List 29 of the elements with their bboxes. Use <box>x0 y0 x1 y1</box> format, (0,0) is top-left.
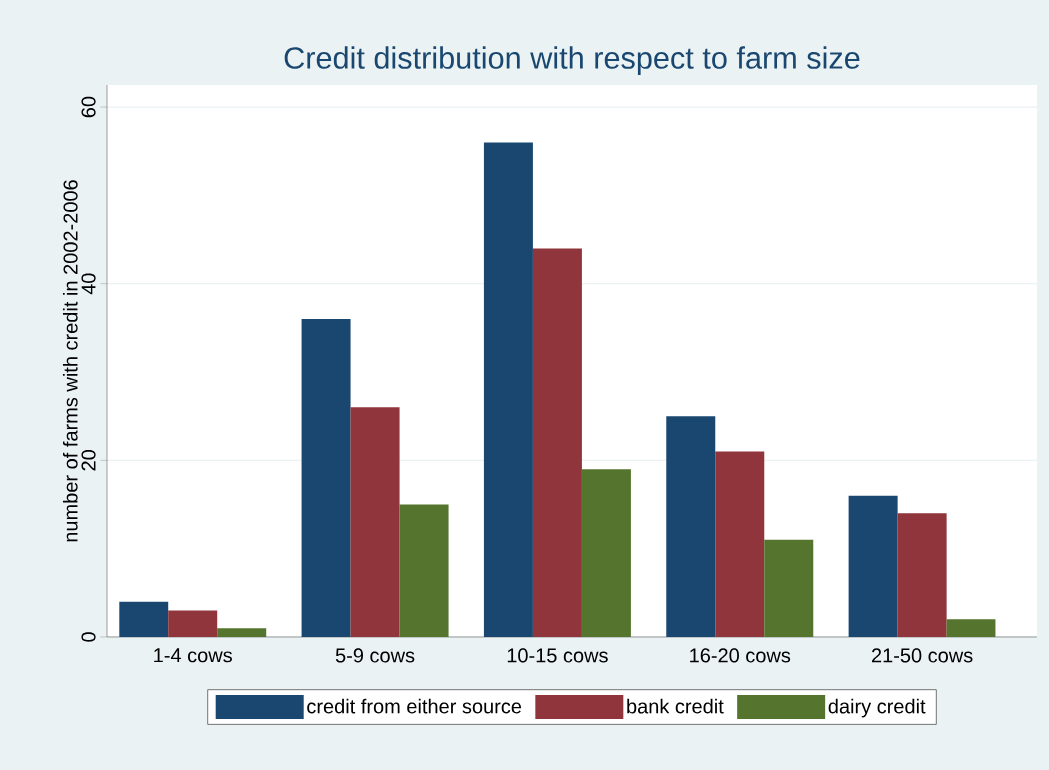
x-tick-label: 16-20 cows <box>690 648 791 663</box>
bar <box>666 416 716 637</box>
bar <box>483 142 533 637</box>
y-tick-label: 20 <box>81 450 96 471</box>
bar <box>581 469 631 637</box>
bar <box>897 513 947 637</box>
x-tick-label: 21-50 cows <box>871 648 973 663</box>
bar <box>715 451 765 637</box>
bar <box>350 407 400 637</box>
x-tick-label: 5-9 cows <box>335 648 415 663</box>
y-tick-label: 40 <box>81 273 96 295</box>
bar <box>301 319 351 637</box>
legend-label: credit from either source <box>307 698 522 714</box>
bar <box>217 628 267 637</box>
x-tick-label: 10-15 cows <box>507 648 608 663</box>
chart-title: Credit distribution with respect to farm size <box>284 46 860 75</box>
y-tick-label: 0 <box>81 632 96 642</box>
legend-label: dairy credit <box>828 698 926 718</box>
legend-label: bank credit <box>627 698 724 714</box>
y-tick-label: 60 <box>81 96 96 118</box>
bar <box>119 601 169 637</box>
bar <box>848 495 898 637</box>
x-tick-label: 1-4 cows <box>154 648 232 663</box>
bar <box>168 610 218 637</box>
bar <box>946 619 996 637</box>
bar <box>532 248 582 637</box>
y-axis-title: number of farms with credit in 2002-2006 <box>62 180 78 542</box>
bar <box>399 504 449 637</box>
bar <box>764 539 814 637</box>
